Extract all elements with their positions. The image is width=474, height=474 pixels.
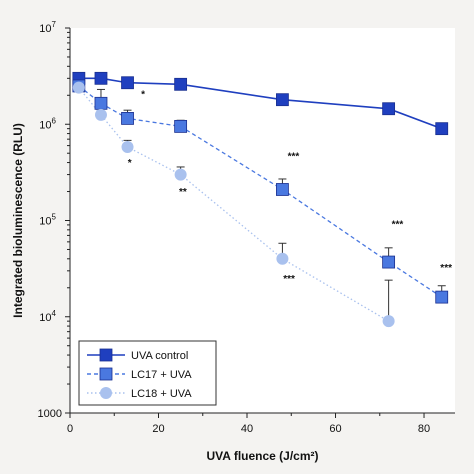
x-tick-label: 0 xyxy=(67,423,73,435)
significance-label: *** xyxy=(283,274,295,285)
y-axis-label: Integrated bioluminescence (RLU) xyxy=(11,123,25,318)
data-point xyxy=(94,108,107,121)
data-point xyxy=(121,76,134,90)
x-tick-label: 20 xyxy=(152,423,164,435)
data-point xyxy=(382,255,396,269)
legend-label: UVA control xyxy=(131,350,188,362)
data-point xyxy=(276,252,289,265)
x-axis-label: UVA fluence (J/cm²) xyxy=(206,449,318,463)
x-tick-label: 60 xyxy=(329,423,341,435)
y-tick-label: 105 xyxy=(39,213,56,228)
y-tick-label: 1000 xyxy=(38,408,62,420)
y-tick-label: 106 xyxy=(39,116,56,131)
data-point xyxy=(94,71,108,85)
significance-label: *** xyxy=(392,219,404,230)
significance-label: *** xyxy=(288,152,300,163)
legend-label: LC18 + UVA xyxy=(131,388,192,400)
data-point xyxy=(121,112,134,125)
legend-marker xyxy=(99,367,113,381)
y-tick-label: 107 xyxy=(39,20,56,35)
data-point xyxy=(174,119,188,133)
data-point xyxy=(121,141,134,154)
significance-label: * xyxy=(128,158,132,169)
data-point xyxy=(94,96,108,110)
data-point xyxy=(435,122,449,136)
legend-marker xyxy=(100,387,112,399)
data-point xyxy=(174,168,187,181)
data-point xyxy=(276,93,289,107)
data-point xyxy=(72,81,85,94)
data-point xyxy=(382,315,395,328)
significance-label: ** xyxy=(179,187,187,198)
y-tick-label: 104 xyxy=(39,309,56,324)
data-point xyxy=(382,102,396,116)
data-point xyxy=(276,183,289,196)
data-point xyxy=(435,290,449,304)
legend-label: LC17 + UVA xyxy=(131,369,192,381)
data-point xyxy=(174,77,188,91)
significance-label: * xyxy=(141,89,145,100)
significance-label: *** xyxy=(440,263,452,274)
x-tick-label: 40 xyxy=(241,423,253,435)
legend-marker xyxy=(99,348,113,362)
x-tick-label: 80 xyxy=(418,423,430,435)
